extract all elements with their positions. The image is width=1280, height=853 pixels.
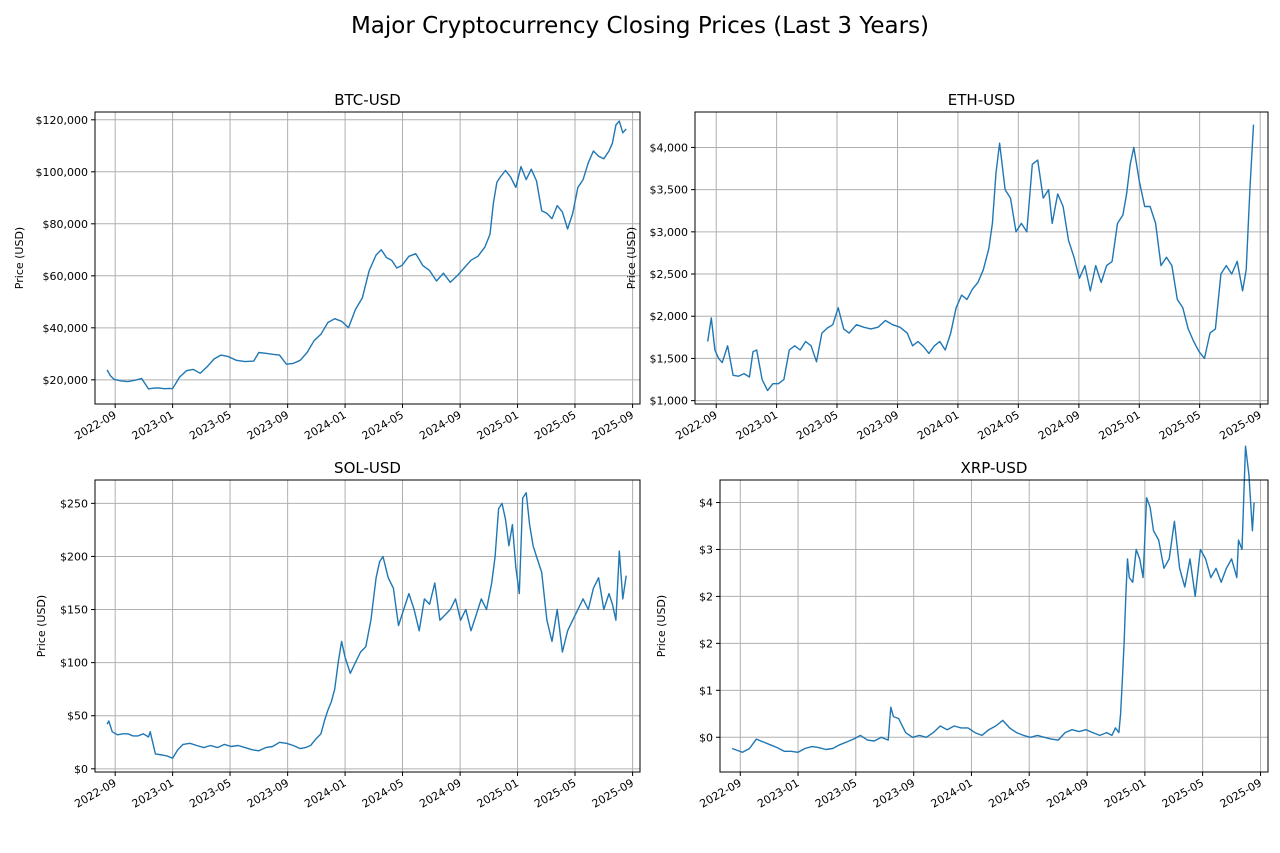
y-tick-label: $2,000: [650, 310, 689, 323]
axes-frame: [94, 111, 641, 405]
price-series-line: [731, 445, 1255, 753]
y-tick-label: $3,000: [650, 226, 689, 239]
x-tick-label: 2023-01: [130, 408, 176, 442]
x-tick-label: 2024-09: [417, 408, 463, 442]
chart-btc: $20,000 $40,000 $60,000 $80,000 $100,000 $120…: [13, 91, 641, 443]
y-tick-label: $250: [60, 497, 88, 510]
x-tick-label: 2024-05: [360, 776, 406, 810]
y-axis-label: Price (USD): [35, 595, 48, 657]
x-tick-label: 2023-01: [734, 408, 780, 442]
price-series-line: [106, 120, 627, 390]
y-tick-label: $3,500: [650, 184, 689, 197]
x-tick-label: 2025-01: [1102, 776, 1148, 810]
price-series-line: [106, 492, 627, 759]
x-tick-label: 2025-09: [1218, 776, 1264, 810]
y-tick-label: $0: [699, 731, 713, 744]
y-tick-label: $40,000: [43, 322, 89, 335]
subplot-title: XRP-USD: [961, 459, 1028, 477]
x-tick-label: 2023-09: [245, 408, 291, 442]
y-tick-label: $20,000: [43, 374, 89, 387]
x-tick-label: 2024-01: [929, 776, 975, 810]
y-tick-label: $1,500: [650, 352, 689, 365]
x-tick-label: 2024-09: [417, 776, 463, 810]
x-tick-label: 2023-09: [245, 776, 291, 810]
x-tick-label: 2025-09: [590, 408, 636, 442]
x-tick-label: 2023-09: [855, 408, 901, 442]
chart-eth: $1,000 $1,500 $2,000 $2,500 $3,000 $3,500 $4,0…: [625, 91, 1269, 443]
x-tick-label: 2025-09: [1217, 408, 1263, 442]
y-tick-label: $100: [60, 657, 88, 670]
y-tick-label: $60,000: [43, 270, 89, 283]
y-tick-label: $2,500: [650, 268, 689, 281]
x-tick-label: 2024-05: [360, 408, 406, 442]
y-tick-label: $80,000: [43, 218, 89, 231]
chart-sol: $0 $50 $100 $150 $200 $250 2022-09 2023-01 2023-…: [35, 459, 641, 811]
x-tick-label: 2022-09: [72, 776, 118, 810]
x-tick-label: 2023-01: [755, 776, 801, 810]
x-tick-label: 2024-09: [1036, 408, 1082, 442]
chart-xrp: $0 $1 $2 $2 $3 $4 2022-09 2023-01 2023-05 2023-09…: [655, 445, 1269, 811]
y-tick-label: $120,000: [36, 114, 89, 127]
subplot-title: SOL-USD: [334, 459, 401, 477]
x-tick-label: 2023-05: [794, 408, 840, 442]
x-tick-label: 2022-09: [72, 408, 118, 442]
subplot-title: BTC-USD: [334, 91, 401, 109]
x-tick-label: 2025-01: [1096, 408, 1142, 442]
x-tick-label: 2025-09: [590, 776, 636, 810]
subplot-title: ETH-USD: [948, 91, 1015, 109]
x-tick-label: 2023-05: [187, 408, 233, 442]
y-tick-label: $2: [699, 590, 713, 603]
y-tick-label: $3: [699, 543, 713, 556]
y-tick-label: $100,000: [36, 166, 89, 179]
y-tick-label: $50: [67, 710, 88, 723]
y-tick-label: $4,000: [650, 141, 689, 154]
y-axis-label: Price (USD): [655, 595, 668, 657]
x-tick-label: 2025-01: [475, 776, 521, 810]
price-series-line: [707, 124, 1255, 392]
y-tick-label: $150: [60, 604, 88, 617]
x-tick-label: 2023-05: [187, 776, 233, 810]
y-tick-label: $2: [699, 637, 713, 650]
x-tick-label: 2024-09: [1044, 776, 1090, 810]
axes-frame: [719, 479, 1269, 773]
x-tick-label: 2024-01: [302, 408, 348, 442]
y-tick-label: $1,000: [650, 395, 689, 408]
x-tick-label: 2025-05: [532, 776, 578, 810]
y-tick-label: $200: [60, 550, 88, 563]
x-tick-label: 2024-01: [302, 776, 348, 810]
y-tick-label: $0: [74, 763, 88, 776]
x-tick-label: 2025-01: [475, 408, 521, 442]
x-tick-label: 2023-01: [130, 776, 176, 810]
figure-title: Major Cryptocurrency Closing Prices (Las…: [350, 13, 930, 39]
axes-frame: [694, 111, 1269, 405]
x-tick-label: 2024-05: [975, 408, 1021, 442]
axes-frame: [94, 479, 641, 773]
y-tick-label: $1: [699, 684, 713, 697]
x-tick-label: 2024-05: [986, 776, 1032, 810]
x-tick-label: 2022-09: [697, 776, 743, 810]
x-tick-label: 2025-05: [1160, 776, 1206, 810]
y-axis-label: Price (USD): [625, 227, 638, 289]
x-tick-label: 2024-01: [915, 408, 961, 442]
x-tick-label: 2025-05: [532, 408, 578, 442]
y-axis-label: Price (USD): [13, 227, 26, 289]
x-tick-label: 2025-05: [1157, 408, 1203, 442]
x-tick-label: 2023-05: [813, 776, 859, 810]
x-tick-label: 2022-09: [673, 408, 719, 442]
x-tick-label: 2023-09: [871, 776, 917, 810]
y-tick-label: $4: [699, 497, 713, 510]
